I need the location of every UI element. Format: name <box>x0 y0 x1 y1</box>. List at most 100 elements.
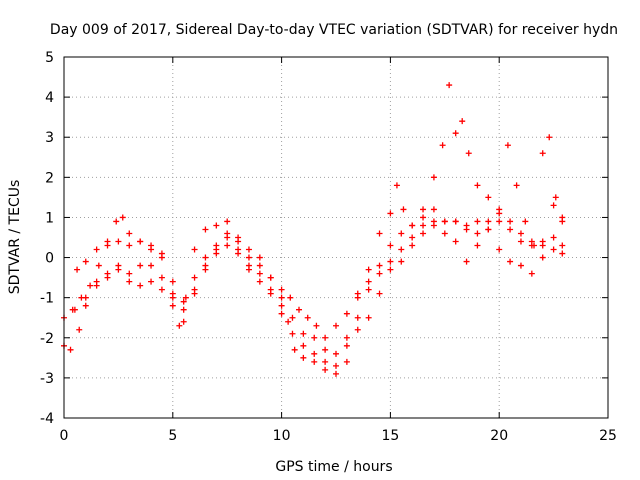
y-axis-label: SDTVAR / TECUs <box>7 180 23 295</box>
data-point <box>300 354 307 361</box>
data-point <box>148 262 155 269</box>
data-point <box>115 266 122 273</box>
data-point <box>420 214 427 221</box>
data-point <box>104 274 111 281</box>
data-point <box>528 242 535 249</box>
data-point <box>546 134 553 141</box>
data-point <box>278 286 285 293</box>
data-point <box>93 282 100 289</box>
data-point <box>550 234 557 241</box>
data-point <box>191 246 198 253</box>
data-point <box>459 118 466 125</box>
data-point <box>148 242 155 249</box>
data-point <box>256 262 263 269</box>
data-point <box>552 194 559 201</box>
data-point <box>400 206 407 213</box>
x-tick-label: 10 <box>273 428 291 444</box>
data-point <box>311 334 318 341</box>
data-point <box>278 310 285 317</box>
y-tick-label: -1 <box>40 291 54 307</box>
data-point <box>267 286 274 293</box>
data-point <box>539 254 546 261</box>
data-point <box>322 358 329 365</box>
data-point <box>430 174 437 181</box>
data-point <box>420 206 427 213</box>
data-point <box>104 242 111 249</box>
data-point <box>126 230 133 237</box>
data-point <box>387 210 394 217</box>
data-point <box>430 218 437 225</box>
data-point <box>376 290 383 297</box>
data-point <box>202 226 209 233</box>
data-point <box>300 342 307 349</box>
data-point <box>289 330 296 337</box>
data-point <box>87 282 94 289</box>
data-point <box>224 242 231 249</box>
data-point <box>517 238 524 245</box>
plot-frame <box>63 56 609 419</box>
data-point <box>376 230 383 237</box>
data-point <box>522 218 529 225</box>
data-point <box>354 326 361 333</box>
data-point <box>202 266 209 273</box>
data-point <box>539 150 546 157</box>
data-point <box>387 258 394 265</box>
data-point <box>441 230 448 237</box>
data-point <box>485 226 492 233</box>
data-point <box>376 262 383 269</box>
y-tick-label: 2 <box>45 170 54 186</box>
data-point <box>148 278 155 285</box>
data-point <box>474 182 481 189</box>
data-point <box>202 254 209 261</box>
data-point <box>559 214 566 221</box>
data-point <box>409 234 416 241</box>
data-point <box>517 230 524 237</box>
data-point <box>213 222 220 229</box>
data-point <box>245 262 252 269</box>
data-point <box>343 310 350 317</box>
data-point <box>559 250 566 257</box>
data-point <box>496 218 503 225</box>
data-point <box>365 266 372 273</box>
data-point <box>256 254 263 261</box>
y-tick-label: 0 <box>45 251 54 267</box>
x-tick-label: 20 <box>490 428 508 444</box>
data-point <box>474 218 481 225</box>
data-point <box>343 358 350 365</box>
data-point <box>446 82 453 89</box>
data-point <box>333 370 339 377</box>
data-point <box>485 218 492 225</box>
data-point <box>300 330 307 337</box>
data-point <box>169 302 176 309</box>
x-tick-label: 15 <box>381 428 399 444</box>
data-point <box>409 242 416 249</box>
data-point <box>539 238 546 245</box>
grid-lines <box>64 57 608 418</box>
data-point <box>322 346 329 353</box>
data-point <box>71 306 78 313</box>
data-point <box>474 242 481 249</box>
data-point <box>517 262 524 269</box>
data-point <box>430 206 437 213</box>
data-point <box>82 258 89 265</box>
data-point <box>245 254 252 261</box>
data-point <box>393 182 400 189</box>
data-point <box>82 294 89 301</box>
data-point <box>278 294 285 301</box>
data-point <box>182 294 189 301</box>
data-point <box>169 290 176 297</box>
data-point <box>235 238 242 245</box>
data-point <box>291 346 298 353</box>
data-point <box>296 306 303 313</box>
data-point <box>311 350 318 357</box>
data-point <box>365 286 372 293</box>
data-point <box>267 274 274 281</box>
data-point <box>409 222 416 229</box>
data-point <box>180 318 187 325</box>
data-point <box>126 270 133 277</box>
data-point <box>322 334 329 341</box>
data-point <box>354 290 361 297</box>
data-point <box>289 314 296 321</box>
y-tick-label: -4 <box>40 411 54 427</box>
